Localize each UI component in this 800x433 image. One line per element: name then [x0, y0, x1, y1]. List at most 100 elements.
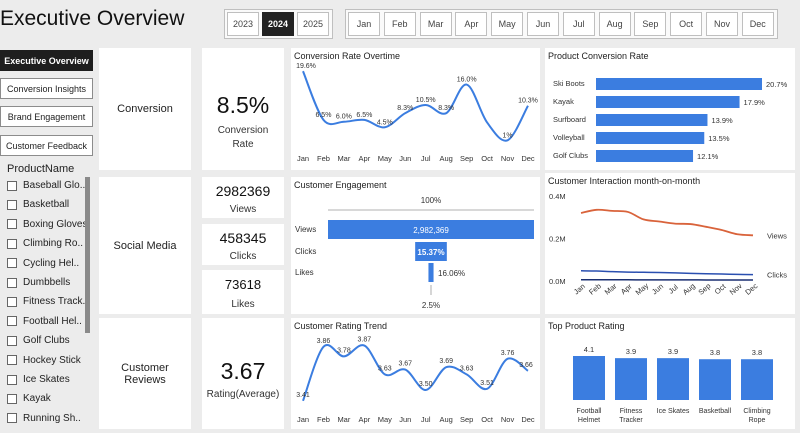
- checkbox-icon[interactable]: [7, 296, 17, 307]
- top-product-data-label: 3.9: [668, 347, 678, 356]
- product-slicer-item[interactable]: Ice Skates: [7, 374, 70, 385]
- month-button-jun[interactable]: Jun: [527, 12, 559, 36]
- month-button-nov[interactable]: Nov: [706, 12, 738, 36]
- product-slicer-item[interactable]: Hockey Stick: [7, 355, 81, 366]
- product-slicer-item[interactable]: Basketball: [7, 199, 69, 210]
- top-product-category-label: Climbing: [743, 408, 770, 415]
- engagement-bottom-label: 2.5%: [422, 301, 440, 310]
- top-product-category-label: Rope: [749, 417, 766, 424]
- product-conversion-data-label: 13.9%: [711, 116, 733, 125]
- conversion-data-label: 8.3%: [438, 105, 454, 112]
- conversion-x-tick: Dec: [521, 154, 535, 163]
- interaction-y-tick: 0.2M: [549, 235, 566, 244]
- rating-data-label: 3.78: [337, 347, 351, 354]
- conversion-data-label: 4.5%: [377, 119, 393, 126]
- month-button-apr[interactable]: Apr: [455, 12, 488, 36]
- year-slicer: 2023 2024 2025: [224, 9, 333, 39]
- checkbox-icon[interactable]: [7, 258, 17, 269]
- product-slicer-item[interactable]: Fitness Track..: [7, 296, 88, 307]
- engagement-chart-title: Customer Engagement: [294, 180, 387, 190]
- nav-customer-feedback[interactable]: Customer Feedback: [0, 135, 93, 156]
- checkbox-icon[interactable]: [7, 219, 17, 230]
- product-conversion-bar: [596, 114, 708, 126]
- product-slicer-item[interactable]: Kayak: [7, 393, 51, 404]
- month-button-jul[interactable]: Jul: [562, 12, 595, 36]
- checkbox-icon[interactable]: [7, 335, 17, 346]
- product-slicer-item[interactable]: Dumbbells: [7, 277, 70, 288]
- product-slicer-item[interactable]: Baseball Glo..: [7, 180, 85, 191]
- month-button-jan[interactable]: Jan: [348, 12, 380, 36]
- engagement-bar: [328, 220, 534, 239]
- checkbox-icon[interactable]: [7, 199, 17, 210]
- checkbox-icon[interactable]: [7, 413, 17, 424]
- checkbox-icon[interactable]: [7, 393, 17, 404]
- product-slicer-item[interactable]: Cycling Hel..: [7, 258, 79, 269]
- product-slicer-scrollbar[interactable]: [85, 177, 90, 333]
- interaction-x-tick: Feb: [587, 281, 603, 296]
- product-conversion-chart-title: Product Conversion Rate: [548, 51, 649, 61]
- conversion-rate-label: Conversion Rate: [217, 125, 269, 150]
- product-conversion-bar: [596, 132, 705, 144]
- rating-label: Rating(Average): [206, 389, 280, 400]
- engagement-bar-label: 15.37%: [417, 248, 444, 257]
- engagement-bar-label: 16.06%: [438, 269, 465, 278]
- product-slicer-item-label: Basketball: [23, 199, 70, 211]
- social-media-section-label: Social Media: [99, 177, 191, 314]
- conversion-rate-value: 8.5%: [216, 92, 270, 118]
- likes-value: 73618: [224, 277, 262, 292]
- month-button-feb[interactable]: Feb: [383, 12, 416, 36]
- rating-x-tick: Jul: [421, 415, 431, 424]
- product-conversion-category-label: Ski Boots: [553, 79, 585, 88]
- top-product-category-label: Basketball: [699, 408, 732, 415]
- top-product-bar: [573, 356, 605, 400]
- conversion-x-tick: May: [378, 154, 392, 163]
- month-button-aug[interactable]: Aug: [598, 12, 631, 36]
- interaction-series-label: Views: [767, 231, 787, 240]
- month-button-oct[interactable]: Oct: [670, 12, 703, 36]
- product-conversion-category-label: Volleyball: [553, 133, 585, 142]
- product-conversion-data-label: 17.9%: [744, 98, 766, 107]
- checkbox-icon[interactable]: [7, 355, 17, 366]
- rating-data-label: 3.69: [439, 358, 453, 365]
- checkbox-icon[interactable]: [7, 180, 17, 191]
- product-slicer-item-label: Football Hel..: [23, 315, 82, 327]
- product-slicer-item[interactable]: Football Hel..: [7, 316, 82, 327]
- month-button-sep[interactable]: Sep: [634, 12, 667, 36]
- year-button-2024[interactable]: 2024: [262, 12, 294, 36]
- product-slicer-item[interactable]: Boxing Gloves: [7, 219, 87, 230]
- product-conversion-bar: [596, 96, 740, 108]
- rating-data-label: 3.87: [358, 337, 372, 344]
- product-slicer-item[interactable]: Golf Clubs: [7, 335, 70, 346]
- conversion-x-tick: Jul: [421, 154, 431, 163]
- product-slicer-item[interactable]: Climbing Ro..: [7, 238, 83, 249]
- rating-data-label: 3.51: [480, 380, 494, 387]
- engagement-bar-label: 2,982,369: [413, 226, 449, 235]
- year-button-2025[interactable]: 2025: [297, 12, 329, 36]
- conversion-x-tick: Feb: [317, 154, 330, 163]
- customer-reviews-section-label: Customer Reviews: [99, 318, 191, 429]
- month-button-mar[interactable]: Mar: [419, 12, 452, 36]
- nav-conversion-insights[interactable]: Conversion Insights: [0, 78, 93, 99]
- month-button-may[interactable]: May: [491, 12, 524, 36]
- interaction-x-tick: Jun: [650, 282, 665, 297]
- engagement-bar: [428, 263, 434, 282]
- interaction-x-tick: Jan: [572, 282, 587, 297]
- product-slicer-item[interactable]: Running Sh..: [7, 413, 81, 424]
- engagement-category-label: Views: [295, 225, 316, 234]
- month-button-dec[interactable]: Dec: [741, 12, 774, 36]
- nav-brand-engagement[interactable]: Brand Engagement: [0, 106, 93, 127]
- product-slicer-item-label: Boxing Gloves: [23, 218, 88, 230]
- checkbox-icon[interactable]: [7, 238, 17, 249]
- nav-executive-overview[interactable]: Executive Overview: [0, 50, 93, 71]
- checkbox-icon[interactable]: [7, 316, 17, 327]
- top-product-category-label: Tracker: [619, 417, 643, 424]
- top-product-data-label: 3.8: [710, 348, 720, 357]
- product-slicer-item-label: Ice Skates: [23, 374, 70, 385]
- clicks-label: Clicks: [229, 251, 257, 262]
- product-conversion-category-label: Kayak: [553, 97, 574, 106]
- checkbox-icon[interactable]: [7, 277, 17, 288]
- checkbox-icon[interactable]: [7, 374, 17, 385]
- year-button-2023[interactable]: 2023: [227, 12, 259, 36]
- rating-trend-chart-title: Customer Rating Trend: [294, 321, 388, 331]
- product-conversion-rate-chart: Product Conversion Rate Ski Boots 20.7% Ka…: [545, 48, 795, 170]
